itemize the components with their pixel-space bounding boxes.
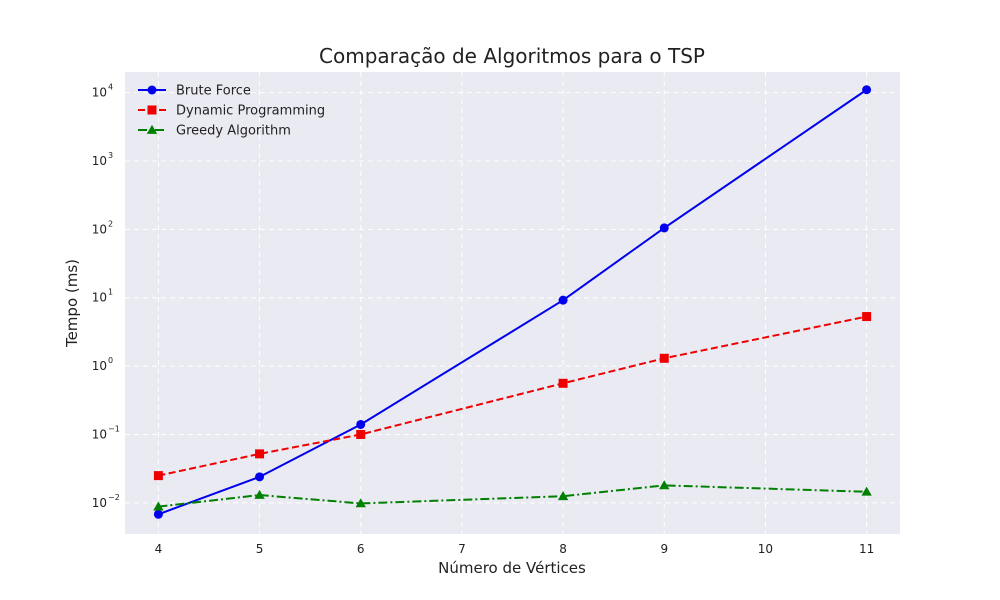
chart-title: Comparação de Algoritmos para o TSP	[319, 44, 705, 68]
data-point-brute-force	[153, 509, 163, 519]
data-point-dynamic-programming	[862, 312, 872, 322]
data-point-brute-force	[558, 295, 568, 305]
x-tick-label: 5	[256, 542, 264, 556]
y-tick-label: 10	[92, 86, 107, 100]
data-point-greedy-algorithm	[659, 480, 670, 490]
series-greedy-algorithm	[153, 480, 872, 511]
legend-marker	[147, 85, 157, 95]
data-point-dynamic-programming	[659, 353, 669, 363]
x-axis-label: Número de Vértices	[438, 559, 586, 577]
data-point-dynamic-programming	[356, 429, 366, 439]
series-line-dynamic-programming	[158, 315, 867, 477]
y-axis-label: Tempo (ms)	[63, 259, 81, 348]
data-point-greedy-algorithm	[861, 486, 872, 496]
y-tick-exponent: 0	[108, 356, 113, 365]
y-tick-exponent: −1	[108, 424, 120, 433]
plot-background	[125, 72, 900, 534]
data-point-brute-force	[356, 419, 366, 429]
y-tick-label: 10	[92, 496, 107, 510]
legend-entry-dynamic-programming: Dynamic Programming	[138, 104, 325, 119]
legend-entry-brute-force: Brute Force	[138, 84, 251, 99]
grid	[125, 72, 900, 534]
y-tick-label: 10	[92, 222, 107, 236]
data-point-greedy-algorithm	[355, 498, 366, 508]
legend-label: Dynamic Programming	[176, 104, 325, 119]
x-tick-label: 8	[559, 542, 567, 556]
legend-label: Greedy Algorithm	[176, 124, 291, 139]
data-point-dynamic-programming	[255, 449, 265, 459]
series-line-brute-force	[158, 88, 868, 516]
y-tick-exponent: 2	[108, 219, 113, 228]
series-brute-force	[153, 85, 872, 519]
x-tick-label: 6	[357, 542, 365, 556]
y-tick-label: 10	[92, 359, 107, 373]
legend-marker	[147, 105, 157, 115]
y-tick-exponent: 1	[108, 288, 113, 297]
data-point-brute-force	[659, 223, 669, 233]
y-tick-label: 10	[92, 291, 107, 305]
x-tick-labels: 4 5 6 7 8 9 10 11	[155, 542, 875, 556]
x-tick-label: 4	[155, 542, 163, 556]
data-point-dynamic-programming	[558, 378, 568, 388]
data-point-greedy-algorithm	[254, 489, 265, 499]
x-tick-label: 10	[758, 542, 773, 556]
legend-marker	[146, 124, 158, 134]
series-dynamic-programming	[153, 312, 872, 481]
y-tick-exponent: 3	[108, 151, 113, 160]
legend-entry-greedy-algorithm: Greedy Algorithm	[138, 124, 291, 139]
data-point-brute-force	[255, 472, 265, 482]
x-tick-label: 7	[458, 542, 466, 556]
y-tick-label: 10	[92, 154, 107, 168]
series-layer	[153, 85, 872, 519]
legend-label: Brute Force	[176, 84, 251, 99]
y-tick-exponent: 4	[108, 83, 113, 92]
data-point-brute-force	[862, 85, 872, 95]
y-tick-label: 10	[92, 427, 107, 441]
x-tick-label: 11	[859, 542, 874, 556]
data-point-greedy-algorithm	[557, 491, 569, 501]
x-tick-label: 9	[660, 542, 668, 556]
legend: Brute Force Dynamic Programming Greedy Alg…	[138, 84, 325, 139]
data-point-greedy-algorithm	[153, 501, 164, 511]
data-point-dynamic-programming	[153, 471, 163, 481]
y-tick-exponent: −2	[108, 493, 120, 502]
